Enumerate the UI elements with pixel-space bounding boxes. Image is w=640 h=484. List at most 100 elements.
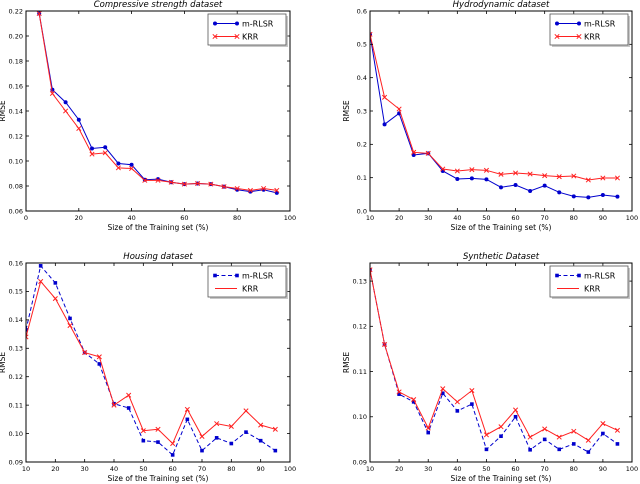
x-tick-label: 40 [110,465,118,473]
chart-title: Housing dataset [123,252,193,262]
plot-area [26,264,278,457]
krr-markers [370,31,620,183]
krr-markers [26,278,278,447]
y-tick-label: 0.18 [9,57,23,65]
axis-ticks [369,10,633,212]
x-tick-label: 70 [541,465,549,473]
x-tick-label: 70 [198,465,206,473]
x-tick-label: 80 [233,214,241,222]
x-tick-label: 60 [180,214,188,222]
legend: m-RLSR KRR [549,13,630,47]
chart-title: Compressive strength dataset [94,0,223,10]
x-tick-label: 10 [366,214,374,222]
m-rlsr-markers [26,264,278,457]
y-tick-label: 0.16 [9,259,23,267]
x-tick-label: 40 [453,214,461,222]
x-tick-label: 20 [395,465,403,473]
y-tick-label: 0.09 [9,458,23,466]
legend: m-RLSR KRR [207,13,288,47]
axis-ticks [369,263,633,463]
x-tick-label: 30 [424,214,432,222]
x-tick-label: 90 [599,465,607,473]
chart-svg-compressive: 0 20 40 60 80 100 0.06 0.08 0.10 0.12 0.14 0.16 0.18… [0,0,296,232]
chart-hydrodynamic-dataset: 10 20 30 40 50 60 70 80 90 100 0.0 0.1 0.2 0.3 0.4 0.5 0… [320,0,640,242]
m-rlsr-markers [370,32,620,200]
y-tick-label: 0.16 [9,82,23,90]
x-tick-label: 60 [511,465,519,473]
y-tick-label: 0.14 [9,316,23,324]
plot-area [370,31,620,200]
axis-ticks [25,10,291,212]
y-tick-label: 0.6 [357,7,367,15]
x-tick-label: 10 [366,465,374,473]
y-tick-label: 0.3 [357,107,367,115]
chart-compressive-strength-dataset: 0 20 40 60 80 100 0.06 0.08 0.10 0.12 0.14 0.16 0.18… [0,0,320,242]
y-tick-label: 0.1 [357,174,367,182]
y-tick-label: 0.10 [9,430,23,438]
plot-area [36,11,280,195]
x-tick-label: 100 [284,214,296,222]
legend: m-RLSR KRR [549,265,630,299]
plot-area [370,267,620,454]
legend-label: m-RLSR [242,19,274,28]
x-tick-label: 50 [482,214,490,222]
x-tick-label: 80 [227,465,235,473]
x-tick-label: 0 [24,214,28,222]
x-tick-label: 10 [22,465,30,473]
axis-ticks [25,262,291,463]
x-tick-label: 20 [75,214,83,222]
legend-label: m-RLSR [242,271,274,280]
y-axis-label: RMSE [0,352,7,373]
chart-svg-synthetic: 10 20 30 40 50 60 70 80 90 100 0.09 0.10 0.11 0.12 0.1… [342,252,638,483]
y-tick-label: 0.2 [357,141,367,149]
y-tick-label: 0.12 [9,373,23,381]
x-tick-label: 100 [284,465,296,473]
x-axis-label: Size of the Training set (%) [108,223,209,232]
x-tick-label: 70 [541,214,549,222]
x-tick-label: 50 [139,465,147,473]
y-tick-label: 0.10 [9,157,23,165]
y-tick-label: 0.13 [9,345,23,353]
legend-label: KRR [584,284,601,293]
x-tick-label: 50 [482,465,490,473]
x-tick-label: 60 [169,465,177,473]
y-tick-label: 0.11 [9,401,23,409]
x-tick-label: 30 [424,465,432,473]
x-tick-label: 80 [570,465,578,473]
y-axis-label: RMSE [0,100,7,121]
x-tick-label: 90 [257,465,265,473]
x-tick-label: 100 [626,214,638,222]
chart-title: Hydrodynamic dataset [453,0,550,10]
legend-label: KRR [242,284,259,293]
krr-markers [370,267,620,443]
x-tick-label: 80 [570,214,578,222]
x-tick-label: 40 [127,214,135,222]
legend-label: m-RLSR [584,271,616,280]
y-axis-label: RMSE [342,352,351,373]
y-tick-label: 0.5 [357,41,367,49]
y-tick-label: 0.15 [9,288,23,296]
y-axis-label: RMSE [342,100,351,121]
x-tick-label: 100 [626,465,638,473]
y-tick-label: 0.4 [357,74,367,82]
chart-housing-dataset: 10 20 30 40 50 60 70 80 90 100 0.09 0.10 0.11 0.12 0.1… [0,242,320,484]
y-tick-label: 0.06 [9,207,23,215]
y-tick-label: 0.0 [357,207,367,215]
y-tick-label: 0.10 [353,413,367,421]
legend-label: m-RLSR [584,19,616,28]
legend: m-RLSR KRR [207,265,288,299]
y-tick-label: 0.12 [353,323,367,331]
x-tick-label: 30 [81,465,89,473]
krr-markers [36,11,280,193]
legend-label: KRR [242,32,259,41]
y-tick-label: 0.14 [9,107,23,115]
y-tick-label: 0.12 [9,132,23,140]
y-tick-label: 0.13 [353,277,367,285]
y-tick-label: 0.20 [9,32,23,40]
chart-title: Synthetic Dataset [463,252,540,262]
x-axis-label: Size of the Training set (%) [451,474,552,483]
y-tick-label: 0.11 [353,368,367,376]
legend-label: KRR [584,32,601,41]
y-tick-label: 0.08 [9,182,23,190]
chart-synthetic-dataset: 10 20 30 40 50 60 70 80 90 100 0.09 0.10 0.11 0.12 0.1… [320,242,640,484]
